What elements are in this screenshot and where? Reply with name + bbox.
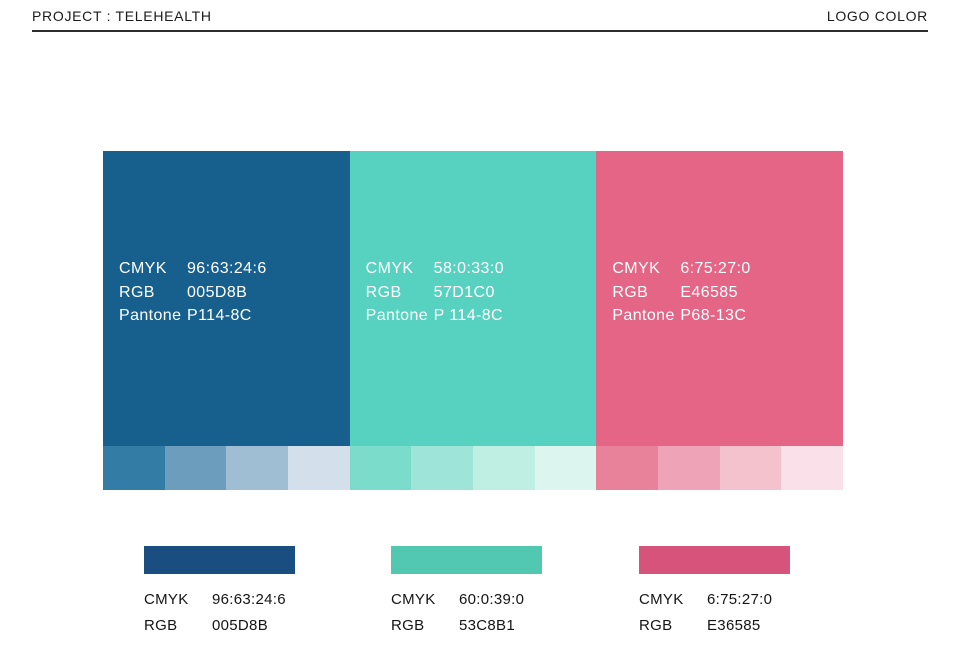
cmyk-label: CMYK: [639, 591, 684, 608]
pantone-label: Pantone: [119, 307, 182, 324]
tint-segment: [411, 446, 474, 490]
pantone-value: P 114-8C: [433, 307, 503, 324]
spec-row-rgb: RGB 005D8B: [144, 613, 304, 639]
section-label: LOGO COLOR: [826, 8, 928, 24]
tint-segment: [781, 446, 844, 490]
tint-segment: [658, 446, 720, 490]
spec-row-cmyk: CMYK 60:0:39:0: [391, 587, 551, 613]
tint-segment: [349, 446, 412, 490]
mini-color-bar-teal: [391, 546, 542, 574]
project-title: PROJECT : TELEHEALTH: [32, 8, 212, 24]
rgb-value: E36585: [707, 617, 761, 634]
tint-segment: [719, 446, 782, 490]
spec-row-rgb: RGB 53C8B1: [391, 613, 551, 639]
rgb-label: RGB: [119, 283, 155, 301]
pantone-value: P114-8C: [187, 307, 252, 324]
rgb-label: RGB: [391, 617, 425, 634]
spec-row-pantone: Pantone P114-8C: [119, 304, 267, 328]
pantone-value: P68-13C: [680, 307, 747, 324]
rgb-value: E46585: [680, 283, 738, 301]
cmyk-label: CMYK: [144, 591, 189, 608]
cmyk-value: 96:63:24:6: [187, 260, 267, 277]
spec-row-rgb: RGB E36585: [639, 613, 799, 639]
cmyk-label: CMYK: [612, 260, 661, 277]
mini-specs-blue: CMYK 96:63:24:6 RGB 005D8B: [144, 587, 304, 639]
spec-row-pantone: Pantone P68-13C: [612, 304, 750, 328]
mini-color-bar-blue: [144, 546, 295, 574]
spec-row-cmyk: CMYK 6:75:27:0: [639, 587, 799, 613]
mini-swatch-blue: CMYK 96:63:24:6 RGB 005D8B: [144, 546, 304, 639]
cmyk-value: 60:0:39:0: [459, 591, 525, 608]
cmyk-value: 96:63:24:6: [212, 591, 286, 608]
cmyk-label: CMYK: [365, 260, 414, 277]
tint-segment: [288, 446, 350, 490]
spec-row-cmyk: CMYK 58:0:33:0: [366, 257, 504, 281]
color-specs-pink: CMYK 6:75:27:0 RGB E46585 Pantone P68-13C: [612, 257, 750, 328]
tint-strip-pink: [596, 446, 844, 490]
tint-segment: [596, 446, 659, 490]
cmyk-label: CMYK: [391, 591, 436, 608]
spec-row-rgb: RGB 57D1C0: [366, 281, 504, 305]
spec-row-rgb: RGB 005D8B: [119, 281, 267, 305]
rgb-label: RGB: [144, 617, 178, 634]
color-swatch-pink: CMYK 6:75:27:0 RGB E46585 Pantone P68-13C: [596, 151, 844, 490]
spec-row-cmyk: CMYK 96:63:24:6: [119, 257, 267, 281]
tint-strip-teal: [349, 446, 597, 490]
pantone-label: Pantone: [612, 307, 675, 324]
tint-segment: [473, 446, 535, 490]
mini-swatch-teal: CMYK 60:0:39:0 RGB 53C8B1: [391, 546, 551, 639]
rgb-label: RGB: [612, 283, 649, 301]
spec-row-pantone: Pantone P 114-8C: [366, 304, 504, 328]
color-specs-blue: CMYK 96:63:24:6 RGB 005D8B Pantone P114-8C: [119, 257, 267, 328]
tint-strip-blue: [103, 446, 350, 490]
spec-row-rgb: RGB E46585: [612, 281, 750, 305]
spec-row-cmyk: CMYK 6:75:27:0: [612, 257, 750, 281]
mini-specs-teal: CMYK 60:0:39:0 RGB 53C8B1: [391, 587, 551, 639]
color-swatch-teal: CMYK 58:0:33:0 RGB 57D1C0 Pantone P 114-8C: [349, 151, 597, 490]
palette-block: CMYK 96:63:24:6 RGB 005D8B Pantone P114-8C …: [103, 151, 844, 490]
cmyk-value: 6:75:27:0: [680, 260, 751, 277]
mini-specs-pink: CMYK 6:75:27:0 RGB E36585: [639, 587, 799, 639]
cmyk-label: CMYK: [119, 260, 167, 277]
mini-color-bar-pink: [639, 546, 790, 574]
rgb-value: 53C8B1: [459, 617, 516, 634]
rgb-value: 005D8B: [212, 617, 269, 634]
mini-swatch-pink: CMYK 6:75:27:0 RGB E36585: [639, 546, 799, 639]
rgb-label: RGB: [639, 617, 673, 634]
cmyk-value: 6:75:27:0: [707, 591, 773, 608]
tint-segment: [164, 446, 227, 490]
tint-segment: [226, 446, 289, 490]
page-header: PROJECT : TELEHEALTH LOGO COLOR: [32, 0, 928, 32]
spec-row-cmyk: CMYK 96:63:24:6: [144, 587, 304, 613]
rgb-label: RGB: [365, 283, 402, 301]
rgb-value: 57D1C0: [433, 283, 495, 301]
tint-segment: [103, 446, 165, 490]
rgb-value: 005D8B: [187, 283, 248, 301]
tint-segment: [534, 446, 597, 490]
color-swatch-blue: CMYK 96:63:24:6 RGB 005D8B Pantone P114-8C: [103, 151, 350, 490]
color-specs-teal: CMYK 58:0:33:0 RGB 57D1C0 Pantone P 114-8C: [366, 257, 504, 328]
pantone-label: Pantone: [365, 307, 429, 324]
cmyk-value: 58:0:33:0: [433, 260, 504, 277]
